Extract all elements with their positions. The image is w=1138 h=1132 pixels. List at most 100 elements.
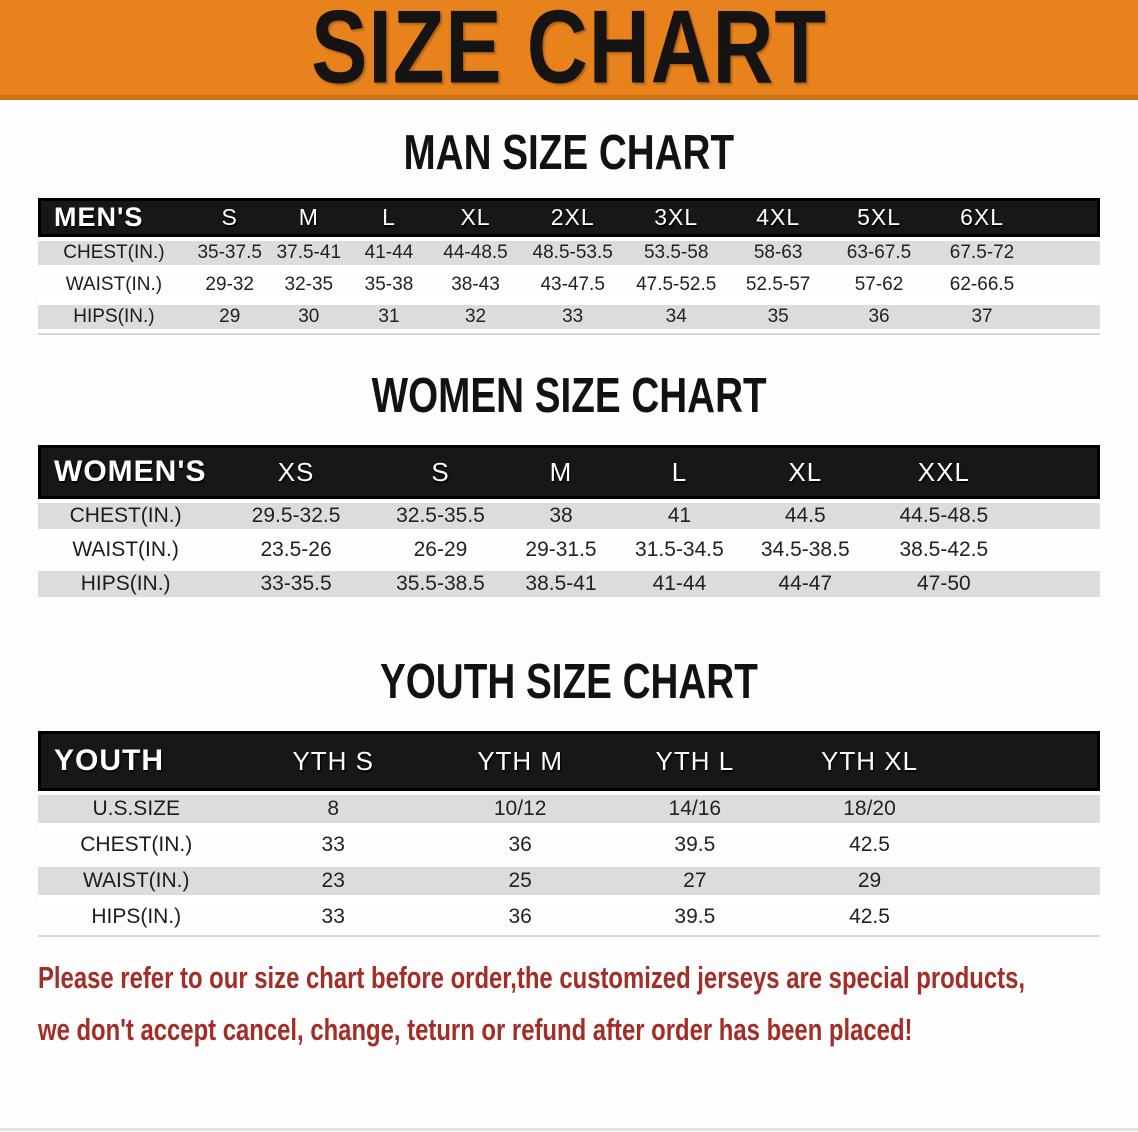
row-filler-cell (1016, 533, 1100, 567)
size-column-header: L (348, 198, 430, 237)
size-value-cell: 36 (432, 827, 609, 863)
size-column-header: XXL (871, 445, 1017, 499)
size-value-cell: 58-63 (728, 237, 829, 269)
row-label: HIPS(IN.) (38, 567, 214, 601)
size-value-cell: 62-66.5 (930, 269, 1035, 301)
size-value-cell: 33 (234, 899, 432, 935)
measurement-row: HIPS(IN.) 33-35.5 35.5-38.5 38.5-41 41-44 44-… (38, 567, 1100, 601)
size-column-header: YTH XL (781, 731, 958, 791)
row-filler-cell (1034, 269, 1100, 301)
size-value-cell: 30 (269, 301, 349, 333)
size-value-cell: 44.5 (738, 499, 872, 533)
size-value-cell: 41-44 (348, 237, 430, 269)
size-value-cell: 8 (234, 791, 432, 827)
row-filler-cell (1034, 237, 1100, 269)
size-value-cell: 43-47.5 (521, 269, 625, 301)
size-value-cell: 23 (234, 863, 432, 899)
size-value-cell: 48.5-53.5 (521, 237, 625, 269)
size-value-cell: 44-47 (738, 567, 872, 601)
youth-size-table: YOUTH YTH S YTH M YTH L YTH XL U.S.SIZE 8 10/12… (38, 731, 1100, 935)
size-value-cell: 26-29 (378, 533, 503, 567)
bottom-edge-divider (0, 1128, 1138, 1131)
size-column-header: S (189, 198, 270, 237)
size-value-cell: 35.5-38.5 (378, 567, 503, 601)
group-label: MEN'S (38, 198, 190, 237)
row-label: CHEST(IN.) (38, 237, 190, 269)
youth-size-table-wrap: YOUTH YTH S YTH M YTH L YTH XL U.S.SIZE 8 10/12… (38, 731, 1100, 937)
row-label: HIPS(IN.) (38, 899, 235, 935)
size-column-header: M (269, 198, 349, 237)
women-size-table-wrap: WOMEN'S XS S M L XL XXL CHEST(IN.) 29.5-32.5 32.5… (38, 445, 1100, 601)
order-disclaimer: Please refer to our size chart before or… (38, 955, 1100, 1059)
measurement-row: U.S.SIZE 8 10/12 14/16 18/20 (38, 791, 1100, 827)
row-filler-cell (1034, 301, 1100, 333)
size-column-header: XS (213, 445, 379, 499)
men-heading-text: MAN SIZE CHART (403, 124, 735, 180)
header-filler-cell (1034, 198, 1100, 237)
size-column-header: XL (429, 198, 522, 237)
size-value-cell: 29-32 (189, 269, 270, 301)
youth-section-heading: YOUTH SIZE CHART (0, 653, 1138, 709)
size-value-cell: 38-43 (429, 269, 522, 301)
size-value-cell: 29 (189, 301, 270, 333)
women-size-table: WOMEN'S XS S M L XL XXL CHEST(IN.) 29.5-32.5 32.5… (38, 445, 1100, 601)
size-value-cell: 34 (624, 301, 729, 333)
size-value-cell: 44-48.5 (429, 237, 522, 269)
size-column-header: 2XL (521, 198, 625, 237)
row-label: WAIST(IN.) (38, 269, 190, 301)
size-value-cell: 23.5-26 (213, 533, 379, 567)
size-value-cell: 38 (502, 499, 620, 533)
size-value-cell: 41-44 (619, 567, 739, 601)
size-value-cell: 37 (930, 301, 1035, 333)
disclaimer-line-1-text: Please refer to our size chart before or… (38, 960, 1026, 995)
size-value-cell: 38.5-41 (502, 567, 620, 601)
measurement-row: CHEST(IN.) 29.5-32.5 32.5-35.5 38 41 44.5 44.5… (38, 499, 1100, 533)
size-value-cell: 36 (432, 899, 609, 935)
youth-heading-text: YOUTH SIZE CHART (380, 653, 758, 709)
size-value-cell: 38.5-42.5 (871, 533, 1017, 567)
size-column-header: YTH L (608, 731, 782, 791)
women-section-heading: WOMEN SIZE CHART (0, 367, 1138, 423)
size-value-cell: 35-38 (348, 269, 430, 301)
men-size-table-wrap: MEN'S S M L XL 2XL 3XL 4XL 5XL 6XL CHEST(IN.) 35-37… (38, 198, 1100, 335)
measurement-row: HIPS(IN.) 29 30 31 32 33 34 35 36 37 (38, 301, 1100, 333)
table-header-row: WOMEN'S XS S M L XL XXL (38, 445, 1100, 499)
size-value-cell: 35-37.5 (189, 237, 270, 269)
men-size-table: MEN'S S M L XL 2XL 3XL 4XL 5XL 6XL CHEST(IN.) 35-37… (38, 198, 1100, 333)
row-label: U.S.SIZE (38, 791, 235, 827)
size-value-cell: 39.5 (608, 827, 782, 863)
size-value-cell: 33 (234, 827, 432, 863)
disclaimer-line-1: Please refer to our size chart before or… (38, 955, 1100, 1007)
row-filler-cell (1016, 499, 1100, 533)
size-value-cell: 47-50 (871, 567, 1017, 601)
table-header-row: MEN'S S M L XL 2XL 3XL 4XL 5XL 6XL (38, 198, 1100, 237)
measurement-row: CHEST(IN.) 33 36 39.5 42.5 (38, 827, 1100, 863)
women-heading-text: WOMEN SIZE CHART (371, 367, 767, 423)
size-value-cell: 39.5 (608, 899, 782, 935)
size-value-cell: 42.5 (781, 899, 958, 935)
row-label: CHEST(IN.) (38, 499, 214, 533)
size-value-cell: 44.5-48.5 (871, 499, 1017, 533)
size-value-cell: 34.5-38.5 (738, 533, 872, 567)
size-value-cell: 47.5-52.5 (624, 269, 729, 301)
header-filler-cell (957, 731, 1100, 791)
size-chart-banner: SIZE CHART (0, 0, 1138, 100)
size-value-cell: 53.5-58 (624, 237, 729, 269)
size-column-header: XL (738, 445, 872, 499)
size-value-cell: 33 (521, 301, 625, 333)
group-label: WOMEN'S (38, 445, 214, 499)
size-value-cell: 33-35.5 (213, 567, 379, 601)
measurement-row: HIPS(IN.) 33 36 39.5 42.5 (38, 899, 1100, 935)
size-value-cell: 36 (828, 301, 930, 333)
men-section-heading: MAN SIZE CHART (0, 124, 1138, 180)
row-label: HIPS(IN.) (38, 301, 190, 333)
row-label: CHEST(IN.) (38, 827, 235, 863)
size-value-cell: 27 (608, 863, 782, 899)
size-value-cell: 63-67.5 (828, 237, 930, 269)
size-column-header: YTH M (432, 731, 609, 791)
disclaimer-line-2-text: we don't accept cancel, change, teturn o… (38, 1012, 913, 1047)
size-value-cell: 31 (348, 301, 430, 333)
row-filler-cell (957, 827, 1100, 863)
size-column-header: M (502, 445, 620, 499)
row-label: WAIST(IN.) (38, 533, 214, 567)
